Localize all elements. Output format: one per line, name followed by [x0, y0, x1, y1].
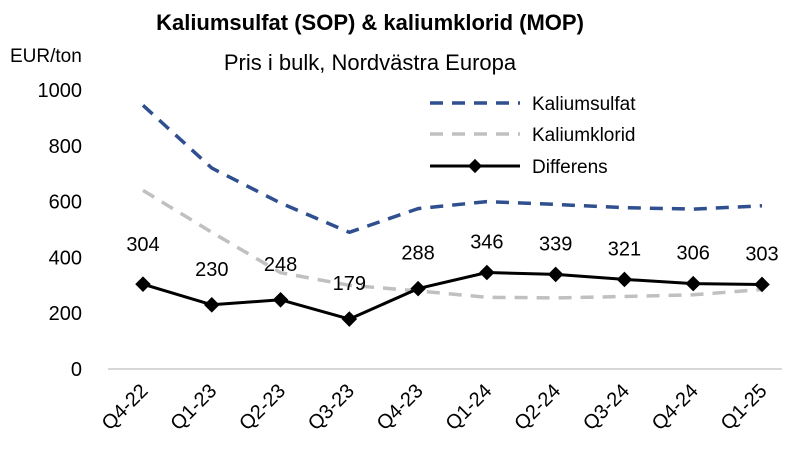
- series-line-kaliumsulfat: [141, 104, 763, 235]
- x-tick-label: Q4-23: [373, 380, 428, 435]
- legend-label-kaliumsulfat: Kaliumsulfat: [532, 94, 636, 115]
- plot-area: [141, 104, 763, 321]
- chart-title: Kaliumsulfat (SOP) & kaliumklorid (MOP): [156, 10, 584, 35]
- legend-marker-differens: [467, 158, 483, 174]
- x-tick-label: Q3-24: [579, 380, 634, 435]
- y-tick-label: 600: [49, 192, 82, 214]
- data-labels: 304 230 248 179 288 346 339 321 306 303: [126, 231, 778, 295]
- data-label: 304: [126, 234, 159, 256]
- data-label: 179: [333, 273, 366, 295]
- data-label: 288: [401, 243, 434, 265]
- x-tick-label: Q1-25: [717, 380, 772, 435]
- differens-marker: [135, 276, 151, 292]
- data-label: 230: [195, 259, 228, 281]
- data-label: 346: [470, 231, 503, 253]
- x-tick-label: Q2-24: [510, 380, 565, 435]
- data-label: 248: [264, 254, 297, 276]
- differens-marker: [272, 292, 289, 308]
- x-tick-label: Q1-24: [442, 380, 497, 435]
- differens-marker: [479, 264, 495, 281]
- chart-subtitle: Pris i bulk, Nordvästra Europa: [224, 50, 517, 75]
- legend-label-kaliumklorid: Kaliumklorid: [532, 125, 635, 146]
- y-tick-label: 200: [49, 303, 82, 325]
- y-tick-label: 400: [49, 247, 82, 269]
- x-tick-label: Q2-23: [235, 380, 290, 435]
- y-axis-label: EUR/ton: [10, 46, 82, 67]
- x-axis: Q4-22 Q1-23 Q2-23 Q3-23 Q4-23 Q1-24 Q2-24 Q3-24…: [98, 368, 782, 435]
- x-tick-label: Q1-23: [166, 380, 221, 435]
- y-tick-label: 1000: [38, 80, 83, 102]
- y-axis: 0 200 400 600 800 1000: [38, 80, 83, 381]
- legend: Kaliumsulfat Kaliumklorid Differens: [430, 94, 636, 178]
- differens-marker: [685, 275, 702, 292]
- differens-marker: [616, 271, 633, 288]
- legend-label-differens: Differens: [532, 157, 608, 178]
- y-tick-label: 0: [71, 359, 82, 381]
- series-line-kaliumklorid: [142, 188, 763, 300]
- x-tick-label: Q4-24: [648, 380, 703, 435]
- data-label: 303: [745, 243, 778, 265]
- data-label: 306: [677, 243, 710, 265]
- data-label: 321: [608, 238, 641, 260]
- x-tick-label: Q4-22: [98, 380, 153, 435]
- differens-marker: [341, 311, 358, 327]
- series-line-differens: [142, 271, 763, 321]
- y-tick-label: 800: [49, 136, 82, 158]
- data-label: 339: [539, 233, 572, 255]
- differens-marker: [410, 280, 426, 297]
- x-tick-label: Q3-23: [304, 380, 359, 435]
- differens-marker: [203, 297, 220, 313]
- differens-marker: [547, 266, 564, 283]
